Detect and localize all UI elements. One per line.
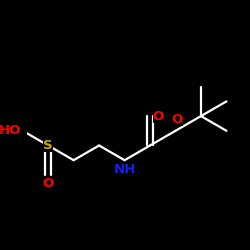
Text: S: S — [43, 139, 53, 152]
Text: O: O — [172, 113, 183, 126]
Text: O: O — [42, 177, 54, 190]
Text: NH: NH — [114, 163, 136, 176]
Text: O: O — [153, 110, 164, 122]
Text: HO: HO — [0, 124, 21, 137]
